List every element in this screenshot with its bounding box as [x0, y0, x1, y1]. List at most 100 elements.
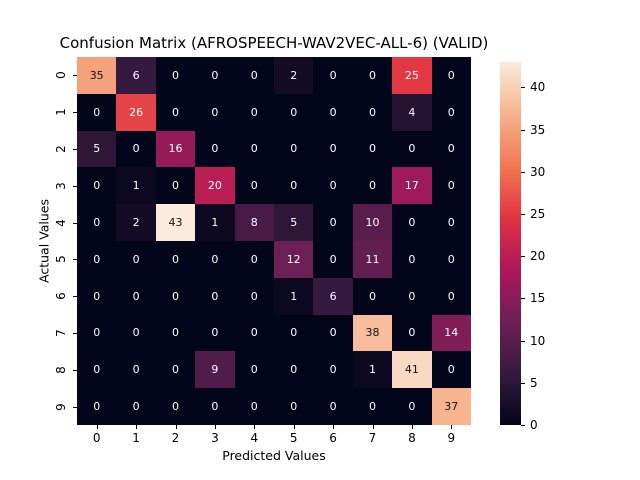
heatmap-cell-r9c3: 0 — [195, 388, 235, 425]
x-tick-mark — [175, 425, 177, 429]
heatmap-cell-r2c2: 16 — [155, 130, 196, 168]
y-tick-mark — [73, 185, 77, 187]
colorbar-tick-mark — [521, 382, 525, 384]
heatmap-cell-r2c9: 0 — [431, 130, 471, 168]
y-tick-label: 2 — [54, 145, 68, 153]
y-tick-mark — [73, 259, 77, 261]
heatmap-cell-r8c1: 0 — [116, 351, 156, 389]
heatmap-cell-r0c5: 2 — [274, 57, 314, 94]
heatmap-cell-r0c2: 0 — [155, 57, 196, 94]
heatmap-cell-r8c0: 0 — [77, 351, 117, 389]
heatmap-cell-r9c6: 0 — [313, 388, 353, 425]
y-tick-label: 6 — [54, 292, 68, 301]
y-tick-mark — [73, 406, 77, 408]
x-tick-label: 9 — [447, 431, 456, 445]
heatmap-cell-r2c5: 0 — [274, 130, 314, 168]
heatmap-cell-r7c1: 0 — [116, 314, 156, 352]
x-tick-mark — [136, 425, 138, 429]
x-tick-label: 2 — [171, 431, 180, 445]
heatmap-cell-r2c4: 0 — [234, 130, 274, 168]
heatmap-cell-r5c7: 11 — [352, 240, 393, 278]
heatmap-cell-r8c3: 9 — [195, 351, 235, 389]
x-tick-mark — [96, 425, 98, 429]
heatmap-cell-r1c9: 0 — [431, 93, 471, 131]
heatmap-cell-r3c5: 0 — [274, 167, 314, 205]
heatmap-cell-r3c7: 0 — [352, 167, 393, 205]
colorbar-tick-label: 30 — [530, 164, 546, 179]
colorbar-tick-label: 40 — [530, 80, 546, 95]
heatmap-cell-r0c3: 0 — [195, 57, 235, 94]
colorbar-tick-label: 0 — [530, 418, 538, 432]
colorbar — [500, 62, 521, 425]
colorbar-tick-mark — [521, 129, 525, 131]
heatmap-cell-r1c4: 0 — [234, 93, 274, 131]
heatmap-cell-r0c8: 25 — [392, 57, 432, 94]
heatmap-cell-r8c2: 0 — [155, 351, 196, 389]
heatmap-cell-r7c4: 0 — [234, 314, 274, 352]
heatmap-cell-r3c1: 1 — [116, 167, 156, 205]
colorbar-tick-label: 25 — [530, 206, 546, 221]
heatmap-cell-r4c1: 2 — [116, 204, 156, 241]
heatmap-cell-r7c2: 0 — [155, 314, 196, 352]
y-tick-label: 9 — [54, 402, 68, 411]
x-axis-label: Predicted Values — [222, 448, 326, 463]
y-tick-label: 3 — [54, 181, 68, 190]
heatmap-cell-r6c3: 0 — [195, 277, 235, 315]
heatmap-cell-r7c6: 0 — [313, 314, 353, 352]
x-tick-mark — [451, 425, 453, 429]
heatmap-cell-r4c8: 0 — [392, 204, 432, 241]
heatmap-cell-r7c8: 0 — [392, 314, 432, 352]
colorbar-tick-label: 35 — [530, 122, 546, 137]
heatmap-cell-r2c6: 0 — [313, 130, 353, 168]
colorbar-tick-mark — [521, 87, 525, 89]
y-tick-mark — [73, 296, 77, 298]
heatmap-cell-r4c5: 5 — [274, 204, 314, 241]
heatmap-cell-r9c2: 0 — [155, 388, 196, 425]
heatmap-cell-r1c8: 4 — [392, 93, 432, 131]
heatmap-cell-r9c7: 0 — [352, 388, 393, 425]
y-tick-label: 4 — [54, 218, 68, 227]
x-tick-label: 1 — [132, 431, 140, 445]
y-tick-mark — [73, 112, 77, 114]
heatmap-cell-r2c0: 5 — [77, 130, 117, 168]
chart-title: Confusion Matrix (AFROSPEECH-WAV2VEC-ALL… — [59, 34, 489, 52]
heatmap-cell-r6c0: 0 — [77, 277, 117, 315]
y-tick-mark — [73, 149, 77, 150]
heatmap-cell-r8c5: 0 — [274, 351, 314, 389]
heatmap-cell-r5c8: 0 — [392, 240, 432, 278]
heatmap-cell-r7c9: 14 — [431, 314, 471, 352]
heatmap-cell-r5c2: 0 — [155, 240, 196, 278]
heatmap-cell-r1c1: 26 — [116, 93, 156, 131]
heatmap-cell-r2c1: 0 — [116, 130, 156, 168]
heatmap-cell-r8c4: 0 — [234, 351, 274, 389]
heatmap-cell-r5c5: 12 — [274, 240, 314, 278]
x-tick-mark — [411, 425, 413, 429]
heatmap-cell-r4c2: 43 — [155, 204, 196, 241]
heatmap-cell-r1c2: 0 — [155, 93, 196, 131]
x-tick-label: 4 — [250, 431, 259, 445]
x-tick-label: 0 — [92, 431, 101, 445]
heatmap-cell-r9c4: 0 — [234, 388, 274, 425]
heatmap-cell-r7c5: 0 — [274, 314, 314, 352]
x-tick-label: 5 — [289, 431, 298, 445]
heatmap-cell-r9c8: 0 — [392, 388, 432, 425]
heatmap-cell-r0c4: 0 — [234, 57, 274, 94]
x-tick-mark — [254, 425, 256, 429]
heatmap-cell-r8c6: 0 — [313, 351, 353, 389]
heatmap-cell-r6c2: 0 — [155, 277, 196, 315]
x-tick-mark — [372, 425, 374, 429]
heatmap-cell-r8c9: 0 — [431, 351, 471, 389]
heatmap-cell-r3c2: 0 — [155, 167, 196, 205]
colorbar-tick-label: 15 — [530, 291, 546, 306]
x-tick-label: 8 — [408, 431, 416, 445]
heatmap-cell-r2c8: 0 — [392, 130, 432, 168]
heatmap-cell-r8c7: 1 — [352, 351, 393, 389]
heatmap-cell-r4c3: 1 — [195, 204, 235, 241]
heatmap-cell-r1c0: 0 — [77, 93, 117, 131]
heatmap-cell-r3c6: 0 — [313, 167, 353, 205]
y-axis-label: Actual Values — [36, 199, 52, 283]
heatmap-cell-r6c4: 0 — [234, 277, 274, 315]
heatmap-cell-r5c0: 0 — [77, 240, 117, 278]
y-tick-label: 7 — [54, 329, 68, 337]
